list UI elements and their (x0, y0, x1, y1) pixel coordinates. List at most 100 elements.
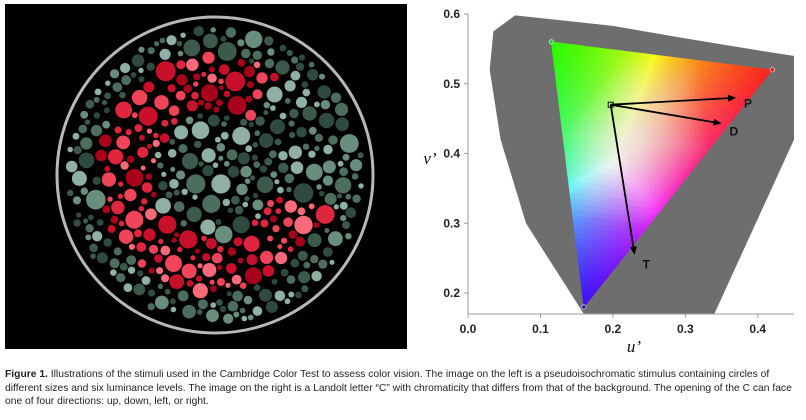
red-stimulus-dot (210, 285, 217, 293)
green-background-dot (289, 131, 296, 138)
green-background-dot (94, 88, 102, 96)
green-background-dot (295, 62, 305, 71)
red-stimulus-dot (201, 235, 207, 242)
green-background-dot (226, 149, 238, 161)
green-background-dot (351, 173, 359, 180)
green-background-dot (192, 194, 198, 200)
green-background-dot (301, 285, 309, 293)
red-stimulus-dot (193, 81, 199, 87)
green-background-dot (223, 160, 230, 167)
red-stimulus-dot (148, 244, 159, 254)
green-background-dot (339, 167, 348, 177)
red-stimulus-dot (237, 59, 246, 67)
green-background-dot (250, 175, 256, 181)
green-background-dot (288, 120, 295, 127)
red-stimulus-dot (111, 200, 125, 215)
green-background-dot (176, 40, 183, 47)
green-background-dot (147, 47, 155, 55)
red-stimulus-dot (126, 155, 135, 163)
red-stimulus-dot (225, 71, 246, 92)
green-background-dot (302, 143, 310, 150)
green-background-dot (280, 268, 289, 277)
red-stimulus-dot (107, 196, 113, 202)
green-background-dot (248, 121, 254, 127)
green-background-dot (252, 193, 259, 199)
vector-arrowhead-t (629, 246, 637, 255)
green-background-dot (270, 119, 285, 135)
red-stimulus-dot (155, 61, 176, 82)
green-background-dot (340, 215, 347, 222)
red-stimulus-dot (143, 81, 155, 93)
red-stimulus-dot (233, 237, 243, 247)
red-stimulus-dot (237, 257, 244, 264)
green-background-dot (93, 96, 100, 103)
red-stimulus-dot (117, 193, 124, 199)
green-background-dot (263, 110, 269, 116)
red-stimulus-dot (200, 84, 219, 102)
red-stimulus-dot (270, 72, 279, 82)
green-background-dot (278, 162, 289, 173)
gamut-cell (627, 51, 634, 59)
green-background-dot (286, 186, 292, 193)
red-stimulus-dot (294, 215, 313, 235)
pseudoisochromatic-stimulus-image (5, 4, 407, 349)
green-background-dot (302, 88, 311, 97)
red-stimulus-dot (201, 71, 207, 77)
green-background-dot (72, 132, 80, 140)
green-background-dot (227, 166, 240, 178)
green-background-dot (317, 85, 331, 99)
green-background-dot (217, 42, 237, 61)
green-background-dot (279, 112, 287, 120)
red-stimulus-dot (120, 161, 129, 170)
red-stimulus-dot (139, 134, 145, 141)
vector-arrow-t (609, 104, 635, 248)
green-background-dot (278, 151, 288, 161)
green-background-dot (191, 121, 210, 139)
green-background-dot (345, 193, 352, 200)
green-background-dot (307, 69, 319, 81)
gamut-cell (589, 46, 596, 54)
green-background-dot (298, 54, 306, 61)
green-background-dot (186, 174, 206, 194)
green-background-dot (339, 134, 359, 153)
green-background-dot (233, 311, 240, 318)
red-stimulus-dot (158, 215, 177, 234)
green-background-dot (180, 220, 187, 227)
red-stimulus-dot (161, 274, 169, 283)
green-background-dot (237, 39, 245, 47)
green-background-dot (177, 290, 189, 302)
gamut-cell (642, 53, 648, 60)
green-background-dot (76, 212, 82, 218)
red-stimulus-dot (151, 191, 157, 198)
red-stimulus-dot (148, 267, 155, 274)
green-background-dot (72, 196, 82, 205)
red-stimulus-dot (277, 244, 283, 250)
green-background-dot (176, 170, 186, 180)
green-background-dot (73, 219, 81, 227)
red-stimulus-dot (141, 198, 148, 205)
green-background-dot (239, 307, 246, 314)
red-stimulus-dot (99, 134, 112, 148)
green-background-dot (244, 178, 251, 184)
red-stimulus-dot (125, 210, 144, 229)
gamut-cell (719, 62, 725, 70)
figure-caption-label: Figure 1. (5, 369, 48, 380)
green-background-dot (337, 160, 344, 167)
green-background-dot (232, 290, 243, 302)
red-stimulus-dot (243, 235, 260, 252)
green-background-dot (216, 143, 226, 152)
red-stimulus-dot (116, 135, 131, 150)
green-background-dot (314, 101, 320, 108)
red-stimulus-dot (118, 220, 125, 227)
green-background-dot (245, 145, 253, 153)
blue-primary-point (581, 304, 587, 310)
green-background-dot (185, 116, 194, 125)
gamut-cell (728, 64, 735, 71)
red-stimulus-dot (253, 61, 261, 69)
x-tick-label: 0.2 (605, 322, 622, 336)
green-background-dot (245, 30, 263, 48)
green-background-dot (302, 106, 317, 121)
green-background-dot (127, 266, 136, 274)
green-background-dot (202, 165, 214, 177)
